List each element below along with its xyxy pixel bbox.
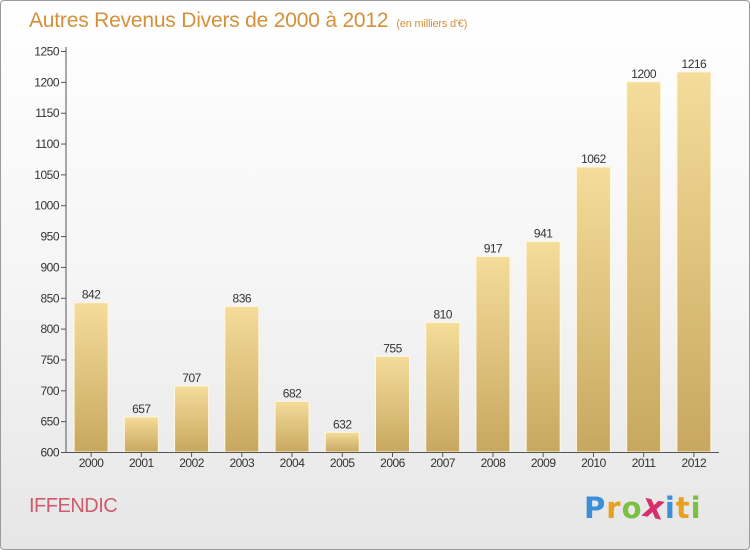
x-tick-label: 2012 (682, 456, 708, 470)
y-tick-label: 800 (40, 322, 59, 336)
y-tick-label: 1100 (35, 137, 60, 151)
y-tick-label: 650 (40, 415, 59, 429)
data-label: 707 (182, 371, 201, 385)
y-tick-label: 600 (40, 446, 59, 460)
x-tick-label: 2010 (581, 456, 607, 470)
x-tick-label: 2009 (531, 456, 557, 470)
x-tick-label: 2001 (129, 456, 155, 470)
x-axis: 2000 2001 2002 2003 2004 2005 2006 2007 2008 2009… (66, 452, 719, 470)
bar-2012[interactable] (676, 71, 712, 453)
proxiti-logo[interactable]: Proxiti (584, 485, 702, 528)
chart-subtitle: (en milliers d'€) (396, 18, 468, 30)
chart-title: Autres Revenus Divers de 2000 à 2012 (en … (29, 9, 467, 33)
x-tick-label: 2002 (179, 456, 205, 470)
data-label: 1062 (581, 152, 607, 166)
logo-letter: i (664, 491, 676, 525)
data-label: 682 (283, 386, 302, 400)
logo-letter: i (690, 491, 702, 525)
data-label: 810 (433, 307, 452, 321)
x-tick-label: 2011 (632, 456, 657, 470)
bar-2005[interactable] (324, 431, 360, 453)
data-label: 657 (132, 402, 151, 416)
bar-2001[interactable] (123, 416, 159, 453)
bars: 842 657 707 836 682 632 755 810 917 941 1062 1200 12… (73, 57, 712, 453)
bar-2009[interactable] (525, 241, 561, 453)
data-label: 755 (383, 341, 402, 355)
bar-2008[interactable] (475, 255, 511, 453)
logo-letter: o (621, 491, 643, 525)
x-tick-label: 2000 (79, 456, 105, 470)
data-label: 842 (82, 288, 101, 302)
y-axis: 600 650 700 750 800 850 900 950 1000 1050 1100 1150… (34, 45, 67, 460)
y-tick-label: 900 (40, 260, 59, 274)
x-tick-label: 2007 (430, 456, 456, 470)
y-tick-label: 1150 (35, 106, 60, 120)
logo-letter: r (606, 491, 622, 525)
x-tick-label: 2003 (229, 456, 255, 470)
data-label: 1200 (631, 67, 657, 81)
data-label: 1216 (682, 57, 708, 71)
y-tick-label: 850 (40, 291, 59, 305)
bar-2007[interactable] (425, 321, 461, 453)
y-tick-label: 1250 (34, 45, 60, 59)
data-label: 632 (333, 417, 352, 431)
y-tick-label: 1000 (34, 199, 60, 213)
x-tick-label: 2008 (481, 456, 507, 470)
chart-title-text: Autres Revenus Divers de 2000 à 2012 (29, 9, 389, 32)
bar-2011[interactable] (626, 81, 662, 453)
x-tick-label: 2006 (380, 456, 406, 470)
bar-2010[interactable] (575, 166, 611, 453)
logo-letter: t (675, 491, 691, 525)
y-tick-label: 1200 (34, 75, 60, 89)
bar-2000[interactable] (73, 302, 109, 453)
y-tick-label: 1050 (34, 168, 60, 182)
x-tick-label: 2004 (280, 456, 306, 470)
y-tick-label: 700 (40, 384, 59, 398)
data-label: 836 (233, 291, 252, 305)
bar-2002[interactable] (174, 385, 210, 453)
commune-name: IFFENDIC (29, 495, 118, 517)
x-tick-label: 2005 (330, 456, 356, 470)
logo-letter: P (584, 491, 607, 525)
bar-2003[interactable] (224, 305, 260, 453)
bar-2006[interactable] (375, 355, 410, 453)
y-tick-label: 750 (40, 353, 59, 367)
y-tick-label: 950 (40, 230, 59, 244)
data-label: 941 (534, 227, 553, 241)
data-label: 917 (484, 241, 503, 255)
bar-2004[interactable] (274, 400, 310, 453)
